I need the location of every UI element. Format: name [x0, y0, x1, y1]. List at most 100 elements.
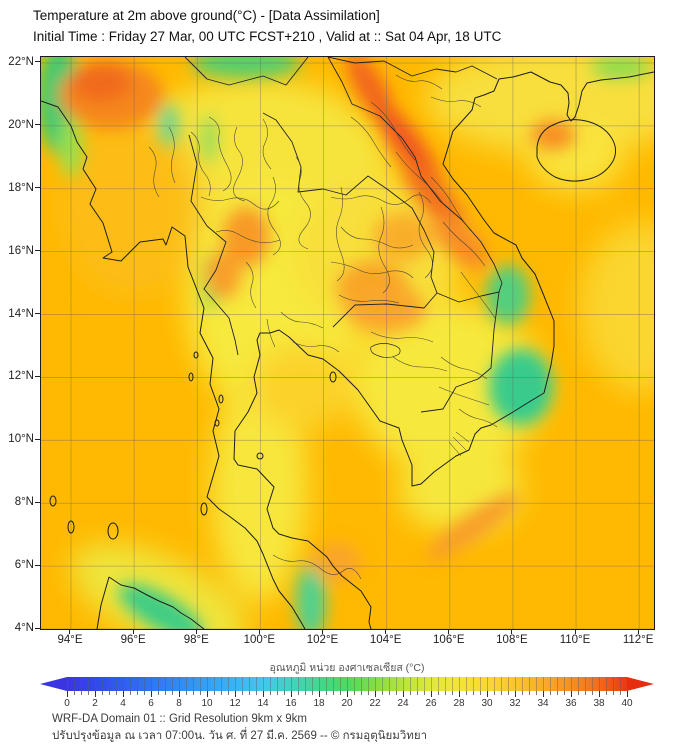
lon-tickmark: [195, 629, 197, 634]
colorbar-cell-divisions: [67, 677, 627, 691]
map-plot-area: [40, 56, 655, 630]
coastline-hainan: [536, 119, 617, 182]
temperature-field: [41, 57, 654, 629]
temperature-blob: [531, 120, 575, 150]
lon-tick-label: 104°E: [369, 634, 402, 646]
temperature-blob: [211, 372, 307, 602]
colorbar-tickmark: [627, 691, 628, 697]
province-borders: [148, 74, 498, 580]
island-phuket: [200, 502, 208, 516]
lon-tickmark: [69, 629, 71, 634]
island: [188, 372, 194, 382]
lat-tickmark: [35, 627, 40, 629]
colorbar-tick-label: 4: [120, 698, 126, 709]
border-myanmar-thailand: [188, 134, 239, 356]
temperature-blob: [202, 115, 216, 163]
mekong-delta-channels: [448, 431, 470, 457]
lon-tickmark: [574, 629, 576, 634]
temperature-blob: [489, 349, 553, 425]
colorbar-tick-label: 28: [453, 698, 465, 709]
colorbar-tickmark: [319, 691, 320, 697]
lat-tick-label: 4°N: [14, 622, 34, 634]
colorbar-tickmark: [235, 691, 236, 697]
border-laos-vietnam: [327, 57, 503, 293]
colorbar-tick-label: 36: [565, 698, 577, 709]
colorbar-tickmark: [347, 691, 348, 697]
coastline-west-myanmar: [41, 100, 306, 629]
colorbar-tickmark: [403, 691, 404, 697]
colorbar-tick-label: 34: [537, 698, 549, 709]
lat-tick-label: 20°N: [8, 118, 34, 131]
lon-tickmark: [322, 629, 323, 634]
temperature-blob: [346, 285, 426, 333]
colorbar-tickmark: [543, 691, 544, 697]
lat-tickmark: [35, 375, 40, 377]
colorbar-tickmark: [123, 691, 124, 697]
colorbar-tickmark: [207, 691, 208, 697]
chart-subtitle: Initial Time : Friday 27 Mar, 00 UTC FCS…: [33, 28, 502, 44]
lat-tick-label: 22°N: [8, 55, 34, 68]
border-cambodia-vietnam: [420, 291, 500, 413]
temperature-blob: [426, 493, 520, 561]
footer-update-info: ปรับปรุงข้อมูล ณ เวลา 07:00น. วัน ศ. ที่…: [52, 729, 428, 742]
lon-tick-label: 94°E: [57, 634, 83, 646]
lat-tickmark: [35, 250, 40, 252]
temperature-blob: [191, 57, 301, 78]
lat-tick-label: 12°N: [8, 370, 34, 383]
lon-tickmark: [511, 629, 513, 634]
colorbar-tick-label: 2: [92, 698, 98, 709]
coastlines: [41, 71, 654, 629]
lon-tick-label: 96°E: [120, 634, 146, 646]
lon-tick-label: 106°E: [433, 634, 465, 646]
lat-tick-label: 8°N: [14, 496, 34, 509]
coastline-east-mainland: [233, 71, 654, 629]
colorbar-tick-label: 40: [621, 698, 633, 709]
island: [329, 371, 337, 383]
island: [67, 520, 75, 534]
lon-tick-label: 98°E: [183, 634, 209, 646]
chart-title: Temperature at 2m above ground(°C) - [Da…: [33, 8, 380, 23]
colorbar-tick-label: 10: [201, 698, 213, 709]
colorbar-tick-label: 0: [64, 698, 70, 709]
lon-tickmark: [448, 629, 450, 634]
island: [193, 351, 199, 359]
lon-tickmark: [385, 629, 387, 634]
colorbar-tick-label: 22: [369, 698, 381, 709]
colorbar-tickmark: [571, 691, 572, 697]
colorbar-left-arrow: [40, 677, 67, 691]
colorbar-tickmark: [487, 691, 488, 697]
colorbar-tick-label: 30: [481, 698, 493, 709]
footer-block: WRF-DA Domain 01 :: Grid Resolution 9km …: [52, 711, 427, 744]
colorbar-tick-label: 14: [257, 698, 269, 709]
lat-tickmark: [35, 501, 40, 503]
colorbar-title: อุณหภูมิ หน่วย องศาเซลเซียส (°C): [269, 662, 425, 674]
lat-tickmark: [35, 564, 40, 566]
colorbar-gradient: [67, 677, 627, 691]
temperature-blob: [591, 57, 651, 79]
colorbar-tickmark: [263, 691, 264, 697]
lon-tick-label: 108°E: [496, 634, 528, 646]
temperature-blob: [59, 117, 83, 177]
island: [49, 495, 57, 507]
lon-tickmark: [132, 629, 134, 634]
temperature-blob: [159, 103, 179, 147]
temperature-blob: [251, 345, 355, 429]
lon-tick-label: 110°E: [559, 634, 591, 646]
colorbar: 0 2 4 6 8 10 12 14 16 18 20 22 24 26 28 30 32 34 36 38 40: [40, 677, 654, 723]
lat-tickmark: [35, 438, 40, 440]
colorbar-tickmark: [67, 691, 68, 697]
colorbar-tickmark: [291, 691, 292, 697]
colorbar-tick-label: 24: [397, 698, 409, 709]
colorbar-tickmark: [431, 691, 432, 697]
island: [107, 522, 119, 540]
border-china-vietnam: [327, 57, 498, 80]
colorbar-tickmark: [179, 691, 180, 697]
colorbar-tick-label: 6: [148, 698, 154, 709]
colorbar-tickmark: [459, 691, 460, 697]
lat-tick-label: 6°N: [14, 559, 34, 572]
temperature-blob: [222, 207, 270, 267]
title-block: Temperature at 2m above ground(°C) - [Da…: [33, 6, 501, 47]
temperature-blob: [433, 214, 489, 270]
lat-tickmark: [35, 124, 40, 126]
